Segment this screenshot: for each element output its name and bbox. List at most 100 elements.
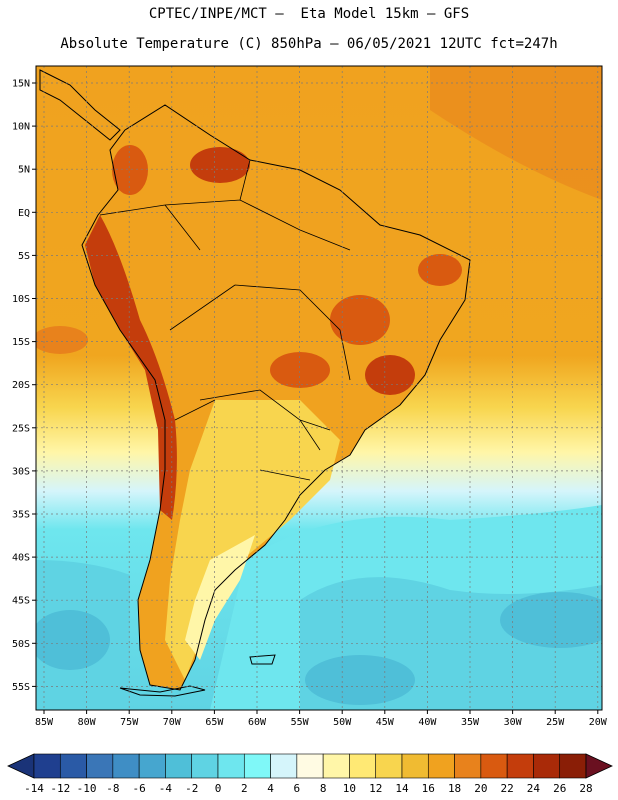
lon-label: 80W <box>78 717 97 728</box>
colorbar-swatch <box>165 753 193 779</box>
lat-label: 35S <box>12 510 30 521</box>
lon-label: 70W <box>163 717 182 728</box>
plot-frame <box>35 65 603 711</box>
lat-label: EQ <box>18 208 30 219</box>
warm-patch-colombia <box>112 145 148 195</box>
warm-patch-northeast-brazil <box>418 254 462 286</box>
colorbar-swatch <box>506 753 534 779</box>
lon-label: 85W <box>35 717 54 728</box>
colorbar-label: 20 <box>474 782 487 795</box>
lon-label: 55W <box>291 717 310 728</box>
colorbar-swatch <box>322 753 350 779</box>
lon-label: 65W <box>205 717 224 728</box>
warm-patch-central-brazil <box>330 295 390 345</box>
colorbar-swatch <box>296 753 324 779</box>
colorbar-swatch <box>533 753 561 779</box>
falkland-islands <box>249 654 276 665</box>
lat-label: 10N <box>12 122 30 133</box>
colorbar-label: 4 <box>267 782 274 795</box>
colorbar-swatch <box>59 753 87 779</box>
lat-label: 25S <box>12 423 30 434</box>
colorbar-label: 12 <box>369 782 382 795</box>
colorbar-label: 22 <box>501 782 514 795</box>
colorbar-under-arrow <box>7 753 35 779</box>
lon-label: 20W <box>589 717 608 728</box>
andes-warm-ridge <box>85 215 177 520</box>
colorbar-label: -12 <box>50 782 70 795</box>
colorbar-swatch <box>112 753 140 779</box>
colorbar-label: 2 <box>241 782 248 795</box>
lat-label: 50S <box>12 639 30 650</box>
lat-label: 15S <box>12 337 30 348</box>
colorbar-label: 14 <box>395 782 409 795</box>
colorbar-swatch <box>454 753 482 779</box>
lat-label: 5S <box>18 251 30 262</box>
warm-patch-minas <box>365 355 415 395</box>
colorbar-label: 28 <box>579 782 592 795</box>
colorbar-label: -8 <box>106 782 119 795</box>
colorbar-swatch <box>559 753 587 779</box>
tierra-del-fuego <box>119 685 206 697</box>
central-america-landmass <box>39 69 121 141</box>
colorbar: -14 -12 -10 -8 -6 -4 -2 0 2 4 6 8 10 12 14 16 18 20 22 24 26… <box>7 753 613 795</box>
map-fill-layer <box>36 66 602 710</box>
colorbar-swatch <box>427 753 455 779</box>
warm-patch-mato-grosso <box>270 352 330 388</box>
pacific-cold-pool <box>36 610 110 670</box>
warm-patch-venezuela <box>190 147 250 183</box>
colorbar-label: 0 <box>215 782 222 795</box>
colorbar-swatch <box>349 753 377 779</box>
colorbar-label: 24 <box>527 782 541 795</box>
colorbar-label: -10 <box>77 782 97 795</box>
latitude-labels: 15N 10N 5N EQ 5S 10S 15S 20S 25S 30S 35S 40S 45S 50S 5… <box>12 79 36 693</box>
title-line-1: CPTEC/INPE/MCT – Eta Model 15km – GFS <box>148 6 470 22</box>
colorbar-label: 18 <box>448 782 461 795</box>
colorbar-swatch <box>401 753 429 779</box>
lat-label: 30S <box>12 466 30 477</box>
colorbar-label: -4 <box>159 782 173 795</box>
colorbar-over-arrow <box>585 753 613 779</box>
colorbar-label: -2 <box>185 782 198 795</box>
colorbar-label: 26 <box>553 782 566 795</box>
cold-pool-south-atlantic <box>305 655 415 705</box>
lat-label: 5N <box>18 165 30 176</box>
colorbar-label: -6 <box>133 782 146 795</box>
title-line-2: Absolute Temperature (C) 850hPa – 06/05/… <box>60 36 558 52</box>
lat-label: 55S <box>12 682 30 693</box>
colorbar-swatch <box>217 753 245 779</box>
lat-label: 40S <box>12 553 30 564</box>
lon-label: 50W <box>333 717 352 728</box>
lon-label: 45W <box>376 717 395 728</box>
country-borders <box>99 159 351 481</box>
colorbar-label: 16 <box>422 782 435 795</box>
colorbar-swatch <box>270 753 298 779</box>
colorbar-swatch <box>243 753 271 779</box>
coastline <box>81 104 471 691</box>
colorbar-label: 10 <box>343 782 356 795</box>
lon-label: 30W <box>504 717 523 728</box>
lat-label: 20S <box>12 380 30 391</box>
colorbar-swatch <box>480 753 508 779</box>
lon-label: 25W <box>546 717 565 728</box>
colorbar-swatch <box>138 753 166 779</box>
lat-label: 15N <box>12 79 30 90</box>
colorbar-label: 8 <box>320 782 327 795</box>
lat-label: 10S <box>12 294 30 305</box>
colorbar-swatch <box>191 753 219 779</box>
lon-label: 75W <box>120 717 139 728</box>
lon-label: 60W <box>248 717 267 728</box>
longitude-labels: 85W 80W 75W 70W 65W 60W 55W 50W 45W 40W 35W 30W 25W 2… <box>35 710 608 728</box>
lon-label: 40W <box>418 717 437 728</box>
lat-label: 45S <box>12 596 30 607</box>
colorbar-swatch <box>375 753 403 779</box>
warm-band-northeast <box>430 66 602 200</box>
colorbar-swatch <box>86 753 114 779</box>
cold-pool-east-atlantic <box>500 592 602 648</box>
warm-patch-pacific-offshore <box>36 326 88 354</box>
colorbar-swatch <box>33 753 61 779</box>
lon-label: 35W <box>461 717 480 728</box>
colorbar-label: 6 <box>294 782 301 795</box>
colorbar-label: -14 <box>24 782 44 795</box>
graticule <box>36 66 602 710</box>
